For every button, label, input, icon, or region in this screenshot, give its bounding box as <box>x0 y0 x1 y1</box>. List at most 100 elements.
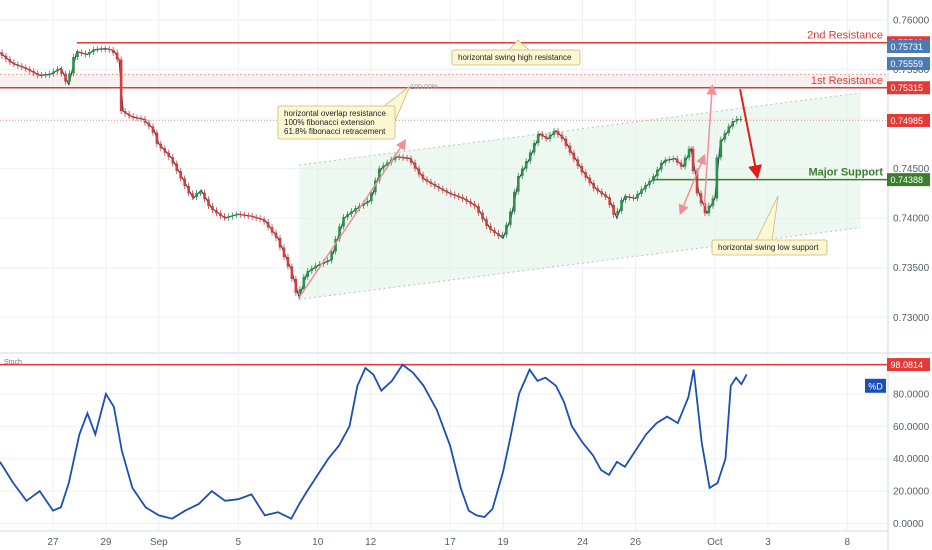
candle-body <box>123 111 127 114</box>
candle-body <box>659 162 663 170</box>
callout-mask <box>713 242 826 253</box>
price-tag-box <box>887 113 930 127</box>
candle-body <box>346 214 349 218</box>
candle-body <box>374 180 377 193</box>
time-tick-label: 8 <box>845 537 851 548</box>
candle-body <box>227 216 230 218</box>
price-tag-box <box>887 57 930 71</box>
candle-body <box>536 133 540 144</box>
candle-body <box>612 204 615 215</box>
candle-body <box>592 183 596 189</box>
candle-body <box>246 215 250 217</box>
candle-body <box>409 158 413 163</box>
candle-body <box>179 171 183 179</box>
price-tag-text: 98.0814 <box>891 360 924 370</box>
candle-body <box>270 227 274 233</box>
candle-body <box>36 73 40 76</box>
time-tick-label: 3 <box>765 537 771 548</box>
candle-body <box>719 139 723 158</box>
candle-body <box>183 178 186 186</box>
osc-legend-tag: %D <box>865 378 886 393</box>
candle-body <box>24 67 28 70</box>
measure-arrow-up-2 <box>703 84 717 207</box>
price-tag-box <box>887 358 930 372</box>
candle-body <box>568 145 572 153</box>
candle-body <box>96 49 99 51</box>
candle-body <box>683 157 687 167</box>
candle-body <box>735 118 739 122</box>
candle-body <box>92 49 95 53</box>
callout-pointer <box>507 39 532 52</box>
candle-body <box>298 289 302 293</box>
annotation-swing-low: horizontal swing low support <box>711 195 828 256</box>
candle-body <box>437 186 441 189</box>
candle-body <box>648 181 651 186</box>
candle-body <box>663 160 667 163</box>
price-tag-text: 0.75731 <box>891 42 924 52</box>
time-tick-label: 12 <box>365 537 377 548</box>
candle-body <box>235 214 238 216</box>
candle-body <box>231 215 234 217</box>
tag-1st-resistance: 0.75315 <box>887 81 930 95</box>
legend-text: %D <box>868 381 883 391</box>
candle-body <box>28 69 32 72</box>
price-tick-label: 0.75500 <box>893 65 930 76</box>
candle-body <box>219 213 222 217</box>
candle-body <box>469 201 472 204</box>
callout-text-line: horizontal swing high resistance <box>458 53 572 62</box>
indicator-label: Stoch <box>4 359 22 366</box>
candle-body <box>159 143 163 149</box>
candle-body <box>314 265 318 269</box>
price-tick-label: 0.76000 <box>893 15 930 26</box>
candles <box>0 45 743 296</box>
measure-arrow-bidirectional <box>678 153 706 216</box>
candle-body <box>691 148 695 172</box>
candle-body <box>687 148 691 158</box>
price-tag-text: 0.75315 <box>891 83 924 93</box>
candle-body <box>540 133 544 137</box>
candle-body <box>99 48 103 50</box>
candle-body <box>326 260 329 263</box>
candle-body <box>528 152 532 162</box>
candle-body <box>608 197 611 205</box>
candle-body <box>115 52 119 60</box>
candle-body <box>723 133 727 140</box>
price-tag-box <box>887 40 930 54</box>
candle-body <box>80 52 83 54</box>
candle-body <box>330 251 333 261</box>
candle-body <box>4 55 8 60</box>
candle-body <box>322 262 325 264</box>
time-tick-label: 27 <box>47 537 59 548</box>
candle-body <box>711 198 715 206</box>
price-tick-label: 0.74500 <box>893 164 930 175</box>
candle-body <box>139 118 143 120</box>
candle-body <box>675 158 679 163</box>
candle-body <box>250 215 254 217</box>
candle-body <box>461 197 464 200</box>
candle-body <box>520 168 524 176</box>
price-tag-text: 0.74985 <box>891 116 924 126</box>
candle-body <box>516 176 520 192</box>
candle-body <box>576 159 580 167</box>
osc-tick-label: 80.0000 <box>893 389 930 400</box>
candle-body <box>306 270 310 277</box>
candle-body <box>282 247 286 258</box>
candle-body <box>195 193 198 197</box>
time-tick-label: 10 <box>312 537 324 548</box>
time-tick-label: Oct <box>707 537 723 548</box>
candle-body <box>580 166 584 173</box>
annotation-swing-high: horizontal swing high resistance <box>451 39 581 66</box>
candle-body <box>187 185 190 194</box>
candle-body <box>163 148 167 153</box>
callout-text-line: horizontal overlap resistance <box>284 109 386 118</box>
candle-body <box>429 181 433 185</box>
candle-body <box>32 71 36 74</box>
candle-body <box>258 218 262 220</box>
candle-body <box>8 59 12 63</box>
price-tag-text: 0.74388 <box>891 175 924 185</box>
candle-body <box>354 208 357 212</box>
resistance-zone <box>0 74 887 88</box>
osc-tick-label: 40.0000 <box>893 454 930 465</box>
candle-body <box>656 169 659 177</box>
osc-tick-label: 0.0000 <box>893 519 924 530</box>
